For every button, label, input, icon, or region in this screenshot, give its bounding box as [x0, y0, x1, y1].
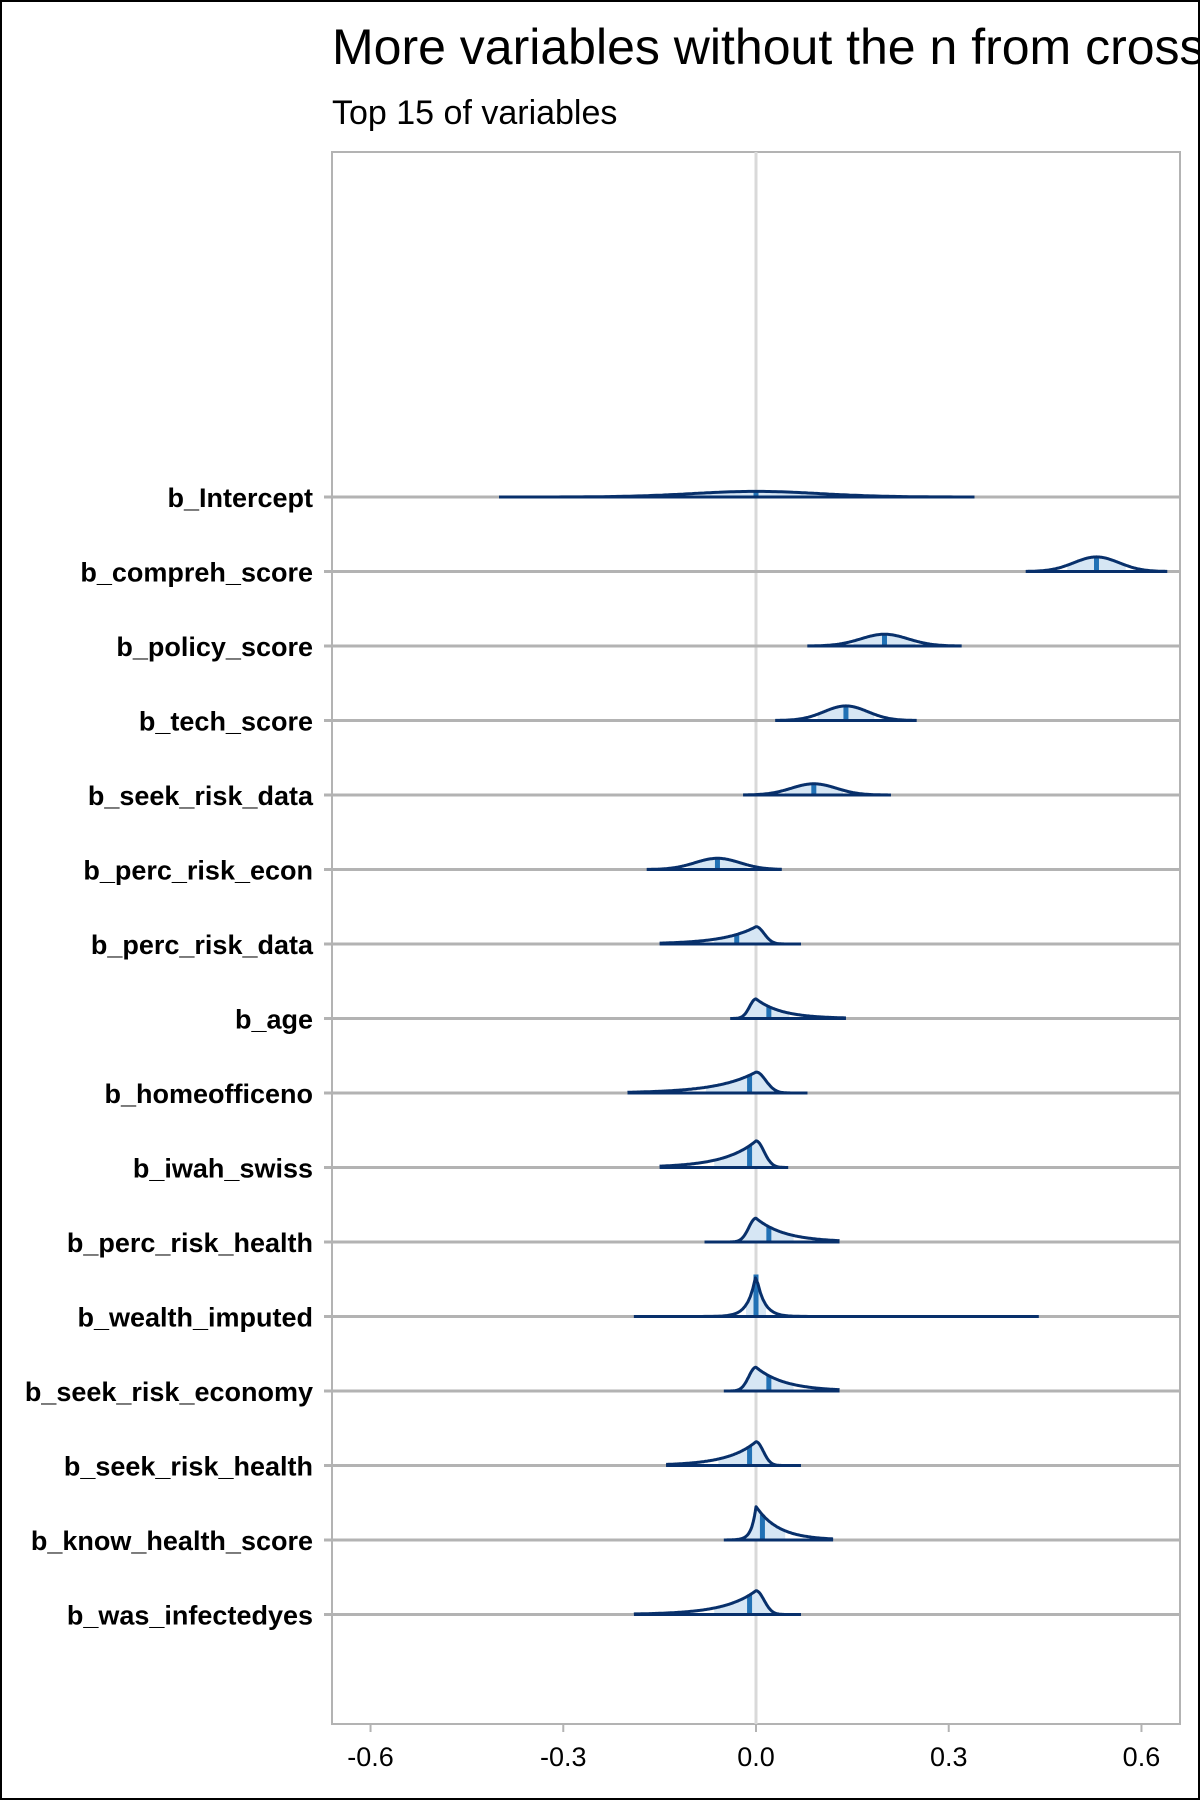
y-tick-label: b_Intercept: [167, 483, 313, 513]
y-tick-label: b_seek_risk_health: [64, 1452, 313, 1482]
density-outline: [723, 1365, 841, 1393]
density-outline: [1025, 555, 1168, 573]
density-fill: [718, 1218, 794, 1242]
x-tick-label: 0.6: [1123, 1742, 1161, 1772]
y-tick-label: b_seek_risk_economy: [25, 1377, 313, 1407]
x-tick-label: 0.3: [930, 1742, 968, 1772]
y-tick-label: b_compreh_score: [80, 558, 313, 588]
density-fill: [724, 1367, 794, 1391]
density-outline: [627, 1070, 808, 1095]
density-fill: [714, 926, 798, 944]
density-fill: [705, 1072, 807, 1093]
density-fill: [718, 1441, 794, 1466]
y-tick-label: b_was_infectedyes: [67, 1601, 313, 1631]
y-tick-label: b_wealth_imputed: [77, 1303, 313, 1333]
y-axis-labels: b_Intercept b_compreh_score b_policy_score…: [25, 483, 332, 1631]
density-fill: [730, 998, 790, 1019]
density-outline: [633, 1276, 1039, 1318]
x-tick-label: -0.6: [347, 1742, 394, 1772]
x-axis: -0.6 -0.3 0.0 0.3 0.6: [347, 1724, 1160, 1772]
y-tick-label: b_know_health_score: [31, 1526, 313, 1556]
density-fill: [726, 1506, 786, 1540]
y-tick-label: b_perc_risk_health: [67, 1228, 313, 1258]
chart-subtitle: Top 15 of variables: [332, 94, 617, 132]
density-fill: [714, 1590, 798, 1615]
y-tick-label: b_seek_risk_data: [88, 781, 314, 811]
y-tick-label: b_age: [235, 1005, 313, 1035]
x-tick-label: 0.0: [737, 1742, 775, 1772]
density-marks: [499, 489, 1168, 1616]
density-outline: [658, 1139, 789, 1169]
y-tick-label: b_homeofficeno: [104, 1079, 313, 1109]
y-tick-label: b_policy_score: [116, 632, 313, 662]
y-tick-label: b_tech_score: [139, 707, 313, 737]
x-tick-label: -0.3: [540, 1742, 587, 1772]
chart-title: More variables without the n from cross-…: [332, 19, 1198, 75]
density-outline: [723, 1505, 834, 1542]
y-tick-label: b_iwah_swiss: [133, 1154, 313, 1184]
y-tick-label: b_perc_risk_econ: [83, 856, 313, 886]
y-tick-label: b_perc_risk_data: [91, 930, 314, 960]
